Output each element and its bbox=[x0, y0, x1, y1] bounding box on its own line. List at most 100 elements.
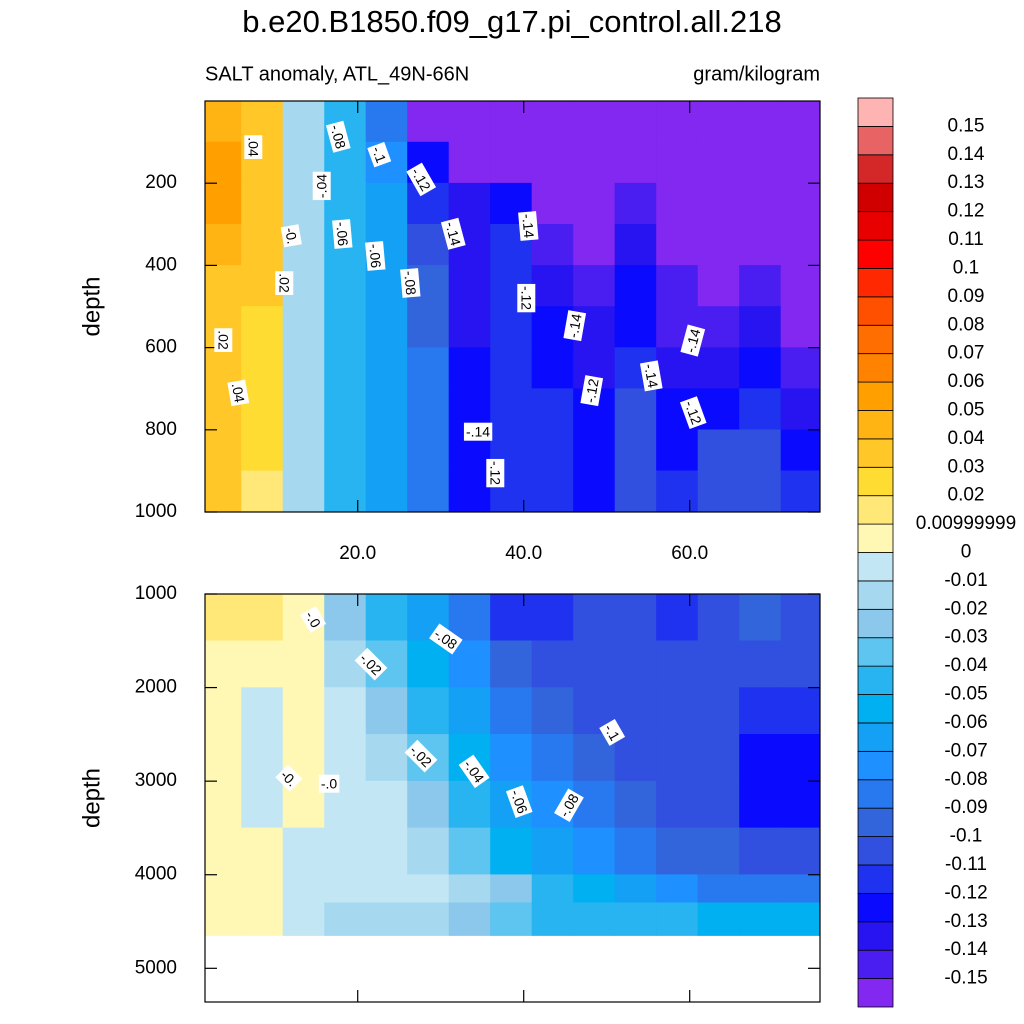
contour-cell bbox=[241, 306, 284, 348]
contour-label-bg bbox=[300, 606, 327, 633]
contour-label: .02 bbox=[276, 273, 292, 293]
contour-cell bbox=[697, 734, 740, 782]
contour-cell bbox=[656, 640, 699, 688]
contour-cell bbox=[490, 874, 533, 904]
contour-cell bbox=[241, 827, 284, 876]
contour-cell bbox=[365, 347, 408, 390]
contour-cell bbox=[204, 265, 242, 307]
colorbar-box bbox=[857, 495, 894, 525]
contour-label-bg bbox=[365, 241, 386, 271]
contour-cell bbox=[697, 100, 740, 143]
colorbar-box bbox=[857, 239, 894, 269]
contour-cell bbox=[780, 687, 821, 735]
contour-cell bbox=[490, 902, 533, 936]
contour-cell bbox=[656, 265, 699, 307]
contour-cell bbox=[573, 470, 616, 513]
contour-cell bbox=[407, 902, 450, 936]
contour-cell bbox=[490, 593, 533, 642]
colorbar-box bbox=[857, 608, 894, 639]
contour-cell bbox=[739, 141, 782, 184]
contour-label-group: -.1 bbox=[599, 719, 626, 746]
colorbar-box bbox=[857, 807, 894, 837]
contour-cell bbox=[204, 734, 242, 782]
contour-cell bbox=[573, 593, 616, 642]
contour-label-bg bbox=[354, 647, 388, 681]
colorbar-label: -0.03 bbox=[944, 627, 987, 648]
contour-cell bbox=[739, 827, 782, 876]
colorbar-label: -0.1 bbox=[950, 826, 983, 847]
plot-frame bbox=[204, 100, 821, 513]
contour-cell bbox=[407, 100, 450, 143]
contour-label: -.06 bbox=[366, 243, 384, 269]
contour-label-group: -.06 bbox=[365, 241, 386, 271]
contour-label-bg bbox=[518, 211, 539, 241]
contour-label-group: -.14 bbox=[518, 211, 539, 241]
contour-label-bg bbox=[275, 271, 294, 295]
contour-cell bbox=[697, 593, 740, 642]
contour-label-bg bbox=[440, 217, 466, 250]
contour-cell bbox=[573, 827, 616, 876]
colorbar-box bbox=[857, 438, 894, 468]
contour-cell bbox=[739, 687, 782, 735]
contour-cell bbox=[739, 347, 782, 390]
colorbar-box bbox=[857, 126, 894, 156]
colorbar-box bbox=[857, 694, 894, 724]
contour-cell bbox=[739, 470, 782, 513]
contour-cell bbox=[365, 388, 408, 431]
contour-label-bg bbox=[458, 754, 490, 789]
contour-label-group: -.14 bbox=[463, 422, 493, 441]
contour-cell bbox=[739, 182, 782, 225]
contour-cell bbox=[614, 265, 657, 307]
contour-cell bbox=[490, 827, 533, 876]
colorbar-label: 0.08 bbox=[948, 314, 985, 335]
contour-cell bbox=[282, 100, 325, 143]
contour-cell bbox=[531, 687, 574, 735]
colorbar-label: 0.13 bbox=[948, 172, 985, 193]
contour-cell bbox=[531, 593, 574, 642]
contour-cell bbox=[656, 780, 699, 829]
contour-cell bbox=[531, 141, 574, 184]
contour-label: -.1 bbox=[369, 144, 390, 165]
contour-cell bbox=[614, 734, 657, 782]
contour-cell bbox=[448, 306, 491, 348]
contour-cell bbox=[656, 902, 699, 936]
contour-label-bg bbox=[325, 120, 351, 153]
contour-cell bbox=[407, 640, 450, 688]
colorbar-box bbox=[857, 864, 894, 894]
contour-cell bbox=[614, 593, 657, 642]
colorbar-box bbox=[857, 296, 894, 326]
contour-cell bbox=[407, 874, 450, 904]
contour-label-bg bbox=[406, 162, 437, 197]
contour-label-bg bbox=[367, 141, 392, 168]
contour-label: -.14 bbox=[519, 213, 537, 239]
colorbar-label: -0.08 bbox=[944, 769, 987, 790]
contour-cell bbox=[531, 182, 574, 225]
contour-cell bbox=[656, 429, 699, 472]
contour-cell bbox=[739, 640, 782, 688]
contour-label-group: .04 bbox=[227, 379, 250, 407]
contour-label: -.14 bbox=[442, 220, 464, 248]
contour-cell bbox=[573, 265, 616, 307]
contour-cell bbox=[780, 100, 821, 143]
colorbar-label: 0.00999999 bbox=[916, 513, 1016, 534]
contour-label-bg bbox=[404, 739, 438, 773]
colorbar-label: 0 bbox=[961, 542, 972, 563]
contour-cell bbox=[407, 827, 450, 876]
colorbar-box bbox=[857, 921, 894, 951]
contour-cell bbox=[531, 902, 574, 936]
contour-label-bg bbox=[563, 310, 587, 342]
contour-cell bbox=[739, 100, 782, 143]
contour-cell bbox=[324, 429, 367, 472]
colorbar-label: -0.05 bbox=[944, 684, 987, 705]
contour-cell bbox=[573, 141, 616, 184]
contour-cell bbox=[448, 100, 491, 143]
contour-label-bg bbox=[505, 785, 533, 819]
contour-cell bbox=[531, 827, 574, 876]
contour-label-bg bbox=[214, 328, 233, 352]
contour-cell bbox=[365, 306, 408, 348]
colorbar-box bbox=[857, 552, 894, 582]
contour-cell bbox=[324, 306, 367, 348]
contour-cell bbox=[573, 100, 616, 143]
contour-cell bbox=[739, 902, 782, 936]
